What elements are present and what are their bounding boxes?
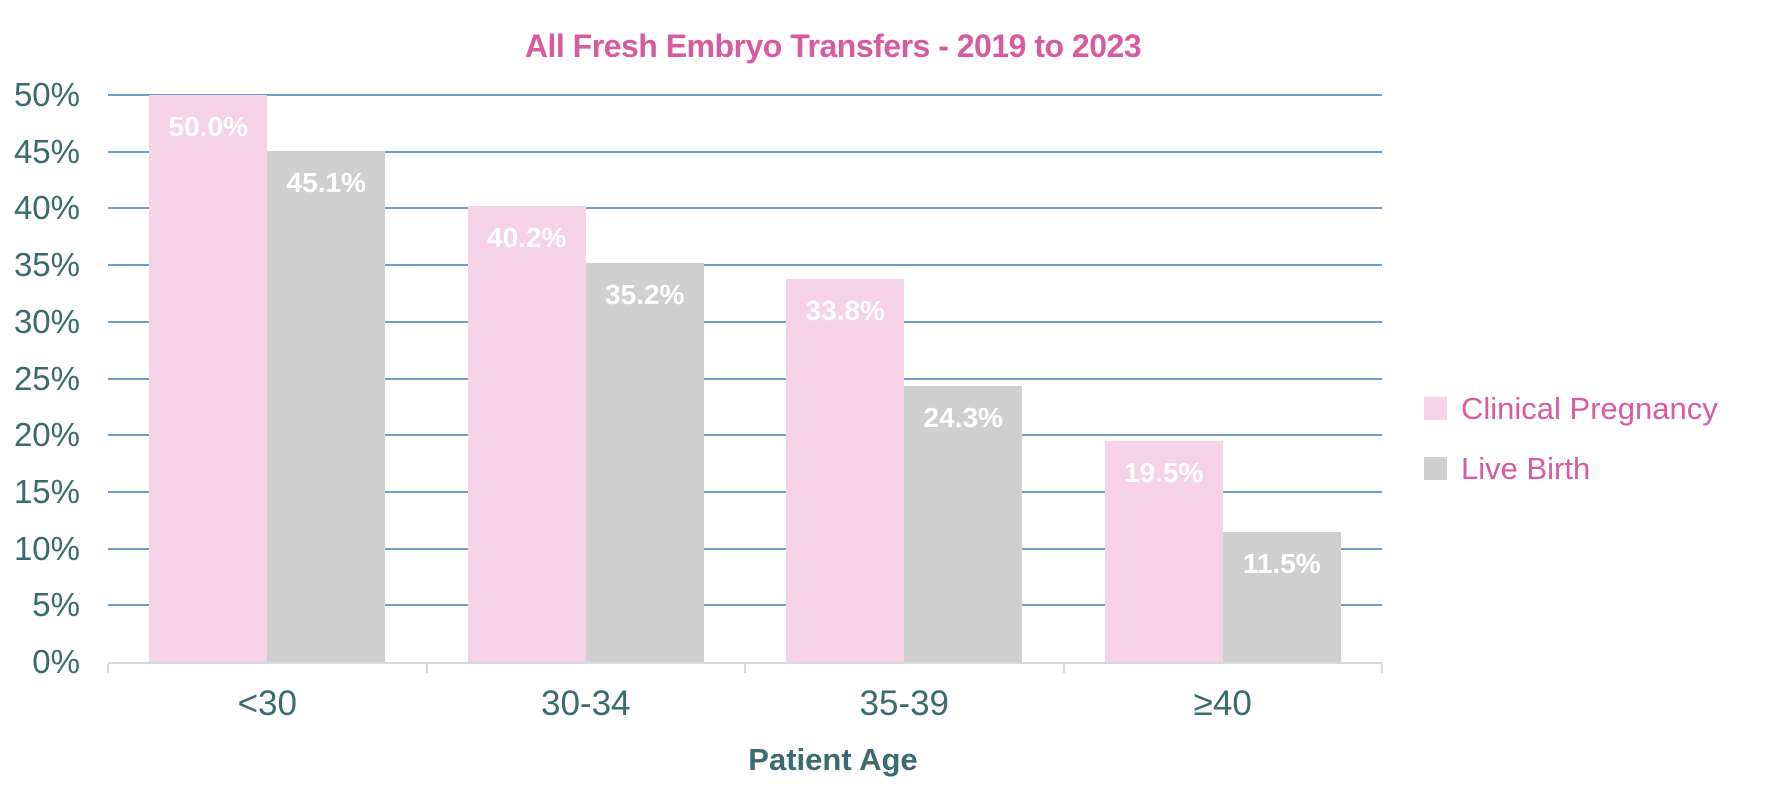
bar-live-birth-35-39: 24.3% [904, 386, 1023, 662]
data-label: 11.5% [1242, 547, 1321, 579]
legend-label: Live Birth [1461, 450, 1591, 486]
legend-entry-clinical-pregnancy: Clinical Pregnancy [1424, 390, 1718, 427]
x-axis-title: Patient Age [748, 742, 918, 777]
y-tick-label: 30% [13, 302, 80, 340]
bar-live-birth-<30: 45.1% [267, 150, 386, 662]
gridline [108, 94, 1382, 96]
bar-clinical-pregnancy-30-34: 40.2% [467, 206, 586, 662]
x-axis-tick [107, 664, 109, 673]
x-category-label: 30-34 [540, 684, 631, 723]
bar-live-birth-30-34: 35.2% [585, 262, 704, 662]
y-tick-label: 5% [32, 586, 80, 624]
x-axis-tick [1063, 664, 1065, 673]
bar-clinical-pregnancy-<30: 50.0% [149, 95, 268, 662]
bar-clinical-pregnancy-35-39: 33.8% [786, 278, 905, 662]
x-category-label: 35-39 [859, 684, 950, 723]
bar-clinical-pregnancy-≥40: 19.5% [1104, 440, 1223, 662]
gridline [108, 207, 1382, 210]
y-tick-label: 50% [13, 76, 80, 113]
legend-swatch [1424, 457, 1447, 480]
y-tick-label: 40% [13, 189, 80, 227]
x-axis-tick [426, 664, 428, 673]
plot-area: 50.0% 40.2% 33.8% 19.5% 45.1% 35.2% 24.3% 11.5% [107, 94, 1383, 673]
data-label: 19.5% [1124, 456, 1204, 488]
gridline [108, 547, 1382, 550]
data-label: 24.3% [923, 402, 1003, 434]
x-category-label: <30 [237, 684, 297, 723]
gridline [108, 264, 1382, 267]
x-axis-tick [1381, 664, 1383, 673]
gridline [108, 320, 1382, 323]
gridline [108, 150, 1382, 153]
y-tick-label: 45% [13, 132, 80, 170]
legend-label: Clinical Pregnancy [1461, 390, 1718, 426]
data-label: 50.0% [168, 111, 248, 142]
y-tick-label: 35% [13, 246, 80, 284]
legend-swatch [1424, 397, 1447, 420]
data-label: 33.8% [805, 294, 885, 326]
gridline [108, 490, 1382, 493]
data-label: 40.2% [487, 222, 567, 254]
data-label: 45.1% [286, 166, 366, 198]
y-tick-label: 25% [13, 359, 80, 397]
y-tick-label: 10% [13, 529, 80, 567]
data-label: 35.2% [605, 278, 685, 310]
gridline [108, 604, 1382, 607]
y-tick-label: 15% [13, 472, 80, 510]
y-tick-label: 20% [13, 416, 80, 454]
gridline [108, 377, 1382, 380]
x-axis-tick [744, 664, 746, 673]
x-category-label: ≥40 [1193, 684, 1252, 723]
bar-live-birth-≥40: 11.5% [1222, 531, 1341, 662]
legend-entry-live-birth: Live Birth [1424, 450, 1718, 487]
chart-title: All Fresh Embryo Transfers - 2019 to 202… [524, 28, 1142, 64]
legend: Clinical Pregnancy Live Birth [1424, 390, 1718, 510]
y-tick-label: 0% [32, 643, 80, 680]
gridline [108, 434, 1382, 437]
